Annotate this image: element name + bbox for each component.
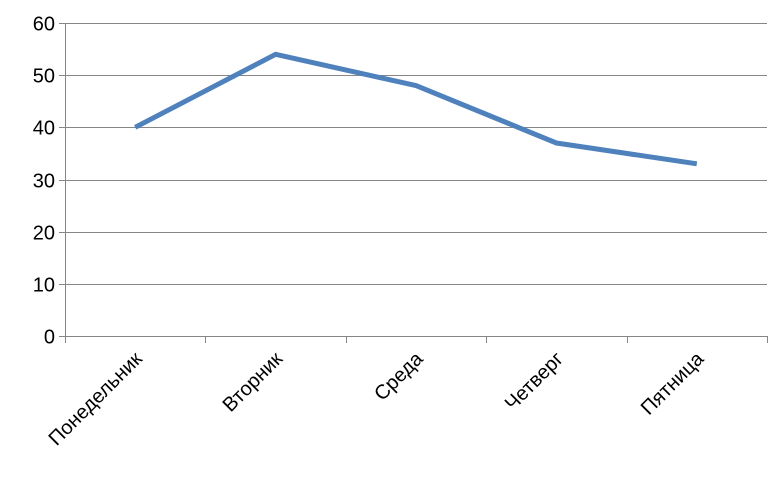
y-tick-label: 60 [33, 14, 55, 36]
y-tick-label: 10 [33, 275, 55, 297]
x-tick-label: Пятница [637, 347, 709, 419]
y-axis-tick-labels: 0 10 20 30 40 50 60 [33, 14, 55, 349]
x-tick-label: Понедельник [45, 348, 147, 450]
x-axis-tick-labels: Понедельник Вторник Среда Четверг Пятница [45, 347, 709, 450]
y-tick-label: 30 [33, 171, 55, 193]
x-tick-label: Четверг [501, 348, 568, 415]
x-tick-label: Среда [370, 347, 428, 405]
series [134, 51, 698, 167]
x-tick-label: Вторник [219, 348, 288, 417]
y-tick-label: 50 [33, 66, 55, 88]
series-line [134, 51, 698, 167]
axes [59, 23, 768, 343]
gridlines [65, 23, 767, 285]
y-tick-label: 40 [33, 118, 55, 140]
y-tick-label: 0 [44, 327, 55, 349]
y-tick-label: 20 [33, 223, 55, 245]
